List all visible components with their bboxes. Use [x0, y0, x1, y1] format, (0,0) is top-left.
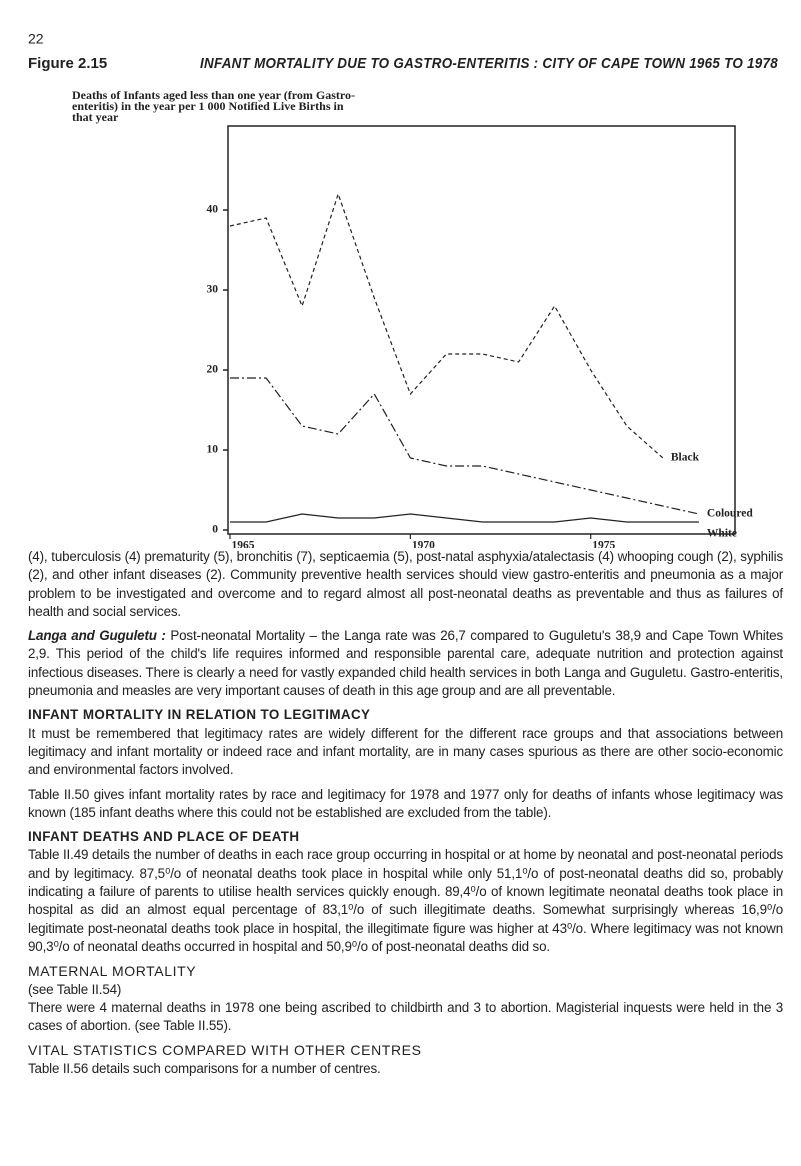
section-heading: VITAL STATISTICS COMPARED WITH OTHER CEN…	[28, 1041, 783, 1059]
series-line	[229, 192, 664, 459]
heading-text: MATERNAL MORTALITY	[28, 963, 197, 980]
paragraph-text: (4), tuberculosis (4) prematurity (5), b…	[28, 549, 783, 619]
y-tick-label: 40	[207, 204, 219, 216]
series-label: White	[707, 528, 737, 540]
heading-text: INFANT DEATHS AND PLACE OF DEATH	[28, 829, 300, 845]
y-tick-label: 10	[207, 444, 219, 456]
section-heading: INFANT DEATHS AND PLACE OF DEATH	[28, 828, 783, 846]
chart-title: Deaths of Infants aged less than one yea…	[72, 88, 355, 102]
paragraph: (see Table II.54)	[28, 981, 783, 999]
section-heading: INFANT MORTALITY IN RELATION TO LEGITIMA…	[28, 706, 783, 724]
page-number: 22	[28, 31, 44, 47]
chart-title: enteritis) in the year per 1 000 Notifie…	[72, 99, 344, 113]
y-tick-label: 0	[212, 524, 218, 536]
paragraph: Table II.49 details the number of deaths…	[28, 846, 783, 956]
section-heading: MATERNAL MORTALITY	[28, 962, 783, 980]
series-line	[230, 513, 699, 523]
paragraph: Table II.56 details such comparisons for…	[28, 1060, 783, 1078]
body-text: (4), tuberculosis (4) prematurity (5), b…	[28, 548, 783, 1084]
paragraph-text: It must be remembered that legitimacy ra…	[28, 725, 783, 778]
paragraph: It must be remembered that legitimacy ra…	[28, 725, 783, 780]
plot-frame	[227, 125, 736, 535]
y-tick-label: 20	[207, 364, 219, 376]
figure-title: INFANT MORTALITY DUE TO GASTRO-ENTERITIS…	[200, 55, 778, 72]
figure: 22 Figure 2.15 INFANT MORTALITY DUE TO G…	[28, 31, 778, 548]
paragraph: (4), tuberculosis (4) prematurity (5), b…	[28, 548, 783, 621]
heading-text: INFANT MORTALITY IN RELATION TO LEGITIMA…	[28, 707, 371, 723]
paragraph-text: Post-neonatal Mortality – the Langa rate…	[28, 628, 784, 699]
paragraph: Table II.50 gives infant mortality rates…	[28, 786, 783, 823]
figure-label: Figure 2.15	[28, 55, 107, 72]
paragraph: Langa and Guguletu : Post-neonatal Morta…	[28, 627, 783, 700]
series-label: Coloured	[707, 508, 753, 520]
paragraph-text: (see Table II.54)	[28, 981, 122, 997]
series-label: Black	[671, 452, 700, 464]
lead-in: Langa and Guguletu :	[28, 628, 166, 644]
y-tick-label: 30	[207, 284, 219, 296]
paragraph-text: Table II.49 details the number of deaths…	[28, 847, 783, 954]
paragraph-text: Table II.50 gives infant mortality rates…	[28, 786, 783, 820]
series-line	[230, 377, 700, 515]
paragraph: There were 4 maternal deaths in 1978 one…	[28, 999, 783, 1036]
heading-text: VITAL STATISTICS COMPARED WITH OTHER CEN…	[28, 1042, 422, 1059]
x-tick-label: 1965	[232, 540, 255, 548]
paragraph-text: Table II.56 details such comparisons for…	[28, 1060, 381, 1076]
x-tick-label: 1975	[592, 540, 615, 548]
chart-title: that year	[72, 110, 119, 124]
x-tick-label: 1970	[412, 540, 435, 548]
paragraph-text: There were 4 maternal deaths in 1978 one…	[28, 999, 783, 1034]
